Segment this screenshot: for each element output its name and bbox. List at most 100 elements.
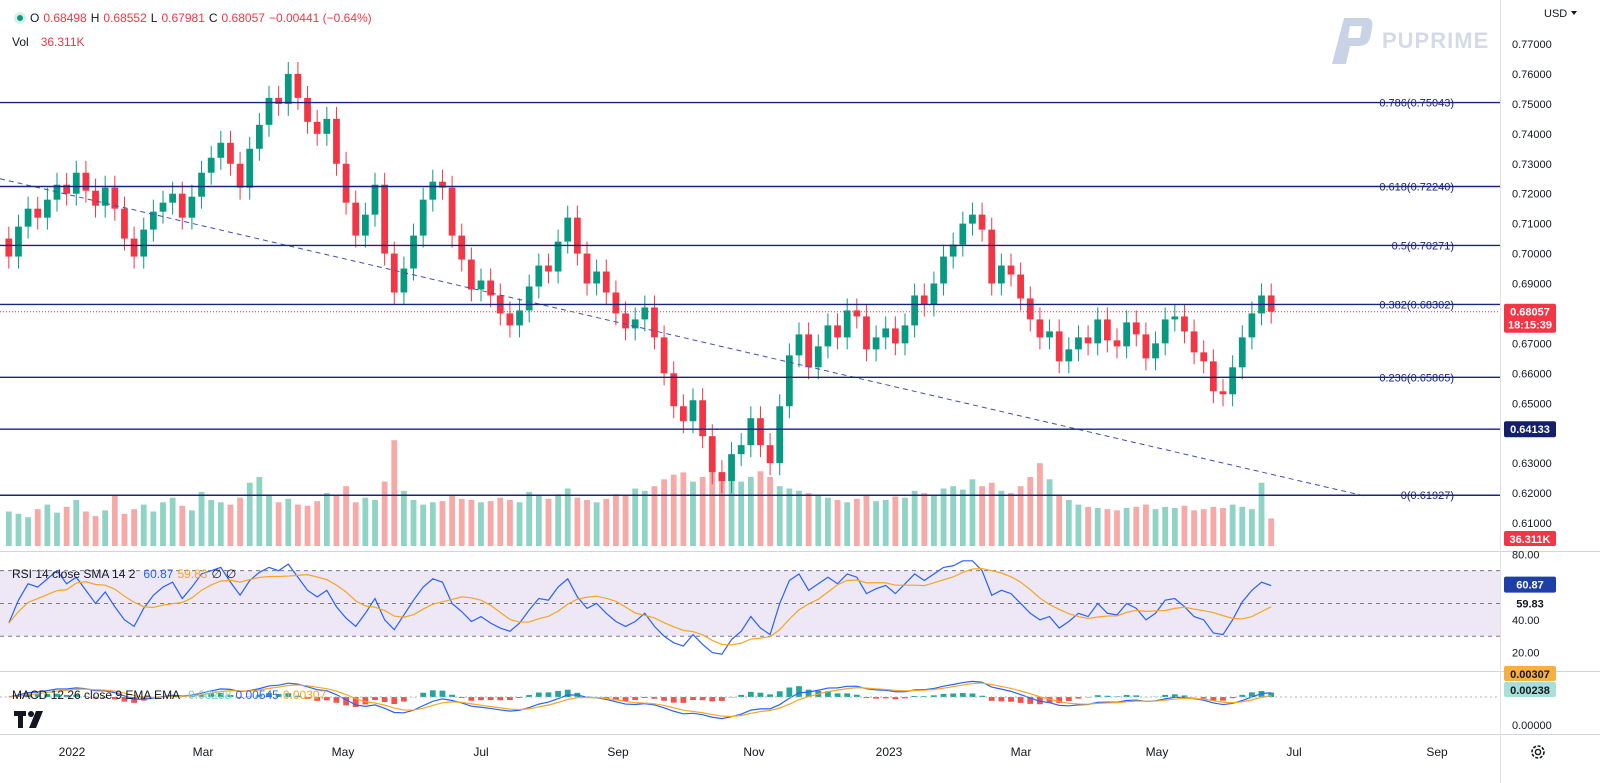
candle-body xyxy=(1036,319,1044,338)
time-axis-label: Sep xyxy=(607,745,629,759)
volume-bar xyxy=(776,486,783,546)
macd-histogram-bar xyxy=(449,694,455,697)
candle-body xyxy=(718,472,726,482)
volume-bar xyxy=(959,489,966,546)
price-tick-label: 0.73000 xyxy=(1512,159,1552,171)
volume-bar xyxy=(44,504,51,546)
rsi-value-badge-bg xyxy=(1504,576,1556,593)
volume-bar xyxy=(208,500,215,546)
volume-bar xyxy=(1181,505,1188,546)
macd-histogram-bar xyxy=(564,689,571,697)
candle-body xyxy=(1142,334,1150,359)
volume-bar xyxy=(1027,477,1034,546)
candle-body xyxy=(583,253,591,284)
macd-histogram-bar xyxy=(863,697,870,699)
volume-bar xyxy=(111,495,118,546)
macd-histogram-bar xyxy=(622,697,629,702)
macd-histogram-bar xyxy=(709,697,716,702)
volume-bar xyxy=(950,486,957,546)
price-tick-label: 0.67000 xyxy=(1512,338,1552,350)
candle-body xyxy=(1046,331,1053,338)
macd-histogram-bar xyxy=(690,697,696,700)
volume-bar xyxy=(256,477,263,546)
volume-bar xyxy=(1191,510,1197,546)
macd-histogram-bar xyxy=(1017,697,1024,703)
rsi-tick-label: 20.00 xyxy=(1512,648,1540,660)
candle-body xyxy=(940,256,947,284)
volume-bar xyxy=(902,497,908,546)
volume-bar xyxy=(969,479,976,546)
volume-bar xyxy=(940,488,947,546)
volume-bar xyxy=(449,495,455,546)
volume-bar xyxy=(805,493,812,546)
candle-body xyxy=(352,202,360,236)
volume-bar xyxy=(670,474,677,546)
macd-signal-badge-text: 0.00307 xyxy=(1510,669,1550,681)
candle-body xyxy=(24,208,32,227)
volume-bar xyxy=(1171,508,1178,546)
volume-badge-bg xyxy=(1504,531,1556,546)
candle-body xyxy=(246,148,254,188)
macd-histogram-bar xyxy=(198,694,205,697)
volume-bar xyxy=(420,504,427,546)
candle-body xyxy=(1152,343,1159,359)
volume-bar xyxy=(988,482,995,546)
candle-body xyxy=(545,265,552,272)
volume-bar xyxy=(613,494,619,546)
macd-histogram-bar xyxy=(1249,692,1255,697)
macd-histogram-bar xyxy=(516,697,523,699)
candle-body xyxy=(1055,331,1063,362)
candle-body xyxy=(872,337,880,350)
macd-histogram-bar xyxy=(776,691,783,697)
volume-bar xyxy=(237,497,243,546)
macd-histogram-bar xyxy=(969,693,976,697)
candle-body xyxy=(1181,316,1188,332)
volume-bar xyxy=(882,500,889,546)
fib-level-label: 0.5(0.70271) xyxy=(1392,240,1454,252)
volume-bar xyxy=(343,486,349,546)
rsi-tick-label: 80.00 xyxy=(1512,549,1540,561)
volume-bar xyxy=(352,502,359,546)
volume-bar xyxy=(391,440,398,546)
macd-histogram-bar xyxy=(429,690,436,697)
fib-level-label: 0.382(0.68302) xyxy=(1379,299,1454,311)
macd-histogram-bar xyxy=(352,697,359,707)
macd-histogram-bar xyxy=(478,697,484,701)
volume-bar xyxy=(323,493,330,546)
volume-bar xyxy=(555,494,561,546)
volume-bar xyxy=(747,477,754,546)
volume-badge-text: 36.311K xyxy=(1510,534,1551,546)
macd-histogram-bar xyxy=(507,697,513,701)
macd-legend-macd: 0.00545 xyxy=(235,688,279,702)
macd-histogram-bar xyxy=(1037,697,1043,705)
price-tick-label: 0.63000 xyxy=(1512,458,1552,470)
candle-body xyxy=(525,286,533,311)
candle-body xyxy=(130,238,138,257)
candle-body xyxy=(1200,352,1208,362)
macd-histogram-bar xyxy=(902,697,908,699)
volume-bar xyxy=(478,502,484,546)
time-axis-label: Jul xyxy=(473,745,488,759)
gear-icon[interactable] xyxy=(1529,743,1547,761)
volume-bar xyxy=(931,495,937,546)
candle-body xyxy=(824,325,832,347)
macd-histogram-bar xyxy=(988,697,995,701)
price-tick-label: 0.62000 xyxy=(1512,488,1552,500)
volume-bar xyxy=(1200,509,1207,546)
brand-logo-icon xyxy=(1332,18,1373,64)
macd-histogram-bar xyxy=(1046,697,1053,703)
time-axis-label: 2022 xyxy=(59,745,86,759)
currency-selector[interactable]: USD xyxy=(1544,8,1577,20)
macd-histogram-bar xyxy=(1027,697,1034,704)
volume-bar xyxy=(1229,504,1236,546)
volume-bar xyxy=(439,501,446,546)
macd-histogram-bar xyxy=(825,691,831,697)
rsi-sma-line xyxy=(8,567,1272,646)
candle-body xyxy=(651,307,658,338)
macd-histogram-bar xyxy=(844,693,851,697)
time-axis-label: Sep xyxy=(1426,745,1448,759)
macd-histogram-bar xyxy=(439,690,446,697)
candle-body xyxy=(178,193,186,218)
